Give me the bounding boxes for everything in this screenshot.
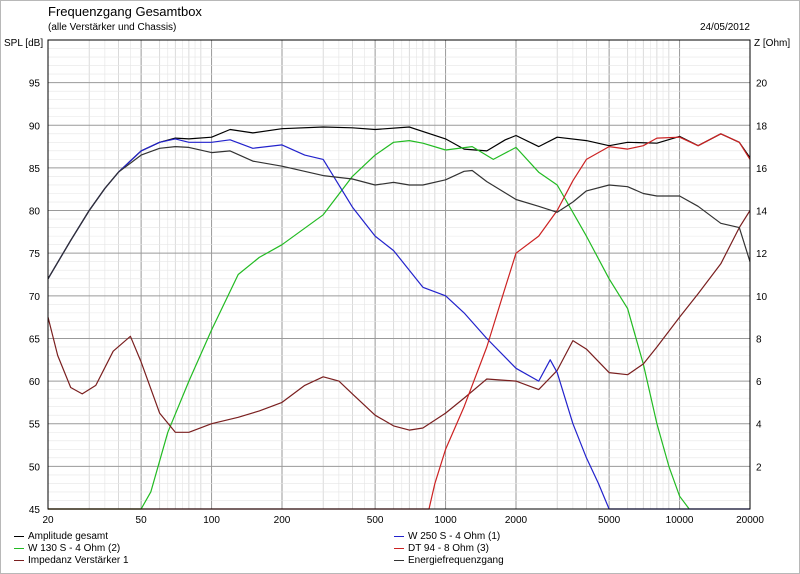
- y2-tick-label: 12: [756, 249, 768, 260]
- y-tick-label: 80: [29, 207, 41, 218]
- plot-border: [47, 39, 751, 510]
- y-axis-label: SPL [dB]: [4, 38, 44, 49]
- legend-item: W 130 S - 4 Ohm (2): [14, 543, 120, 555]
- series-line: [48, 133, 751, 510]
- y-tick-label: 50: [29, 462, 41, 473]
- legend-swatch: [394, 559, 404, 561]
- x-tick-label: 2000: [505, 515, 528, 526]
- legend-label: Energiefrequenzgang: [408, 555, 504, 566]
- series-line: [48, 140, 690, 510]
- y2-tick-label: 6: [756, 377, 762, 388]
- chart-date: 24/05/2012: [699, 22, 750, 33]
- legend-item: DT 94 - 8 Ohm (3): [394, 543, 489, 555]
- legend-swatch: [394, 547, 404, 549]
- legend-swatch: [394, 535, 404, 537]
- y2-tick-label: 14: [756, 207, 768, 218]
- series-line: [47, 138, 750, 510]
- legend-item: W 250 S - 4 Ohm (1): [394, 531, 500, 543]
- y2-tick-label: 20: [756, 79, 768, 90]
- legend-label: DT 94 - 8 Ohm (3): [408, 543, 489, 554]
- legend-label: Impedanz Verstärker 1: [28, 555, 129, 566]
- y-tick-label: 90: [29, 121, 41, 132]
- legend-label: Amplitude gesamt: [28, 531, 109, 542]
- series-lines: [47, 126, 751, 510]
- series-line: [47, 210, 751, 433]
- tick-labels: 20 50 100 200 500 1000 2000 5000 10000 20000 45 50 5…: [29, 79, 768, 526]
- frequency-response-plot: 20 50 100 200 500 1000 2000 5000 10000 20000 45 50 5…: [29, 39, 768, 526]
- y2-tick-label: 18: [756, 121, 768, 132]
- legend-swatch: [14, 547, 24, 549]
- chart-subtitle: (alle Verstärker und Chassis): [48, 22, 177, 33]
- y2-tick-label: 2: [756, 462, 762, 473]
- y-tick-label: 75: [29, 249, 41, 260]
- x-tick-label: 20: [42, 515, 54, 526]
- y2-tick-label: 16: [756, 164, 768, 175]
- y2-tick-label: 8: [756, 334, 762, 345]
- x-tick-label: 50: [136, 515, 148, 526]
- legend-label: W 130 S - 4 Ohm (2): [28, 543, 121, 554]
- legend-label: W 250 S - 4 Ohm (1): [408, 531, 501, 542]
- legend-swatch: [14, 535, 24, 537]
- y2-axis-label: Z [Ohm]: [754, 38, 791, 49]
- chart-title: Frequenzgang Gesamtbox: [48, 4, 202, 19]
- y-tick-label: 70: [29, 292, 41, 303]
- x-tick-label: 200: [274, 515, 291, 526]
- legend-swatch: [14, 559, 24, 561]
- x-tick-label: 500: [367, 515, 384, 526]
- x-tick-label: 20000: [736, 515, 764, 526]
- y2-tick-label: 4: [756, 420, 762, 431]
- legend-item: Amplitude gesamt: [14, 531, 108, 543]
- y-tick-label: 55: [29, 420, 41, 431]
- x-tick-label: 5000: [598, 515, 621, 526]
- series-line: [47, 146, 751, 280]
- grid-lines: [47, 40, 751, 509]
- y2-tick-label: 10: [756, 292, 768, 303]
- x-tick-label: 10000: [666, 515, 694, 526]
- legend: Amplitude gesamt W 130 S - 4 Ohm (2) Imped…: [14, 531, 794, 571]
- y-tick-label: 95: [29, 79, 41, 90]
- series-line: [47, 126, 751, 280]
- y-tick-label: 60: [29, 377, 41, 388]
- x-tick-label: 100: [203, 515, 220, 526]
- y-tick-label: 45: [29, 505, 41, 516]
- legend-item: Energiefrequenzgang: [394, 555, 504, 567]
- x-tick-label: 1000: [434, 515, 457, 526]
- y-tick-label: 85: [29, 164, 41, 175]
- y-tick-label: 65: [29, 334, 41, 345]
- legend-item: Impedanz Verstärker 1: [14, 555, 129, 567]
